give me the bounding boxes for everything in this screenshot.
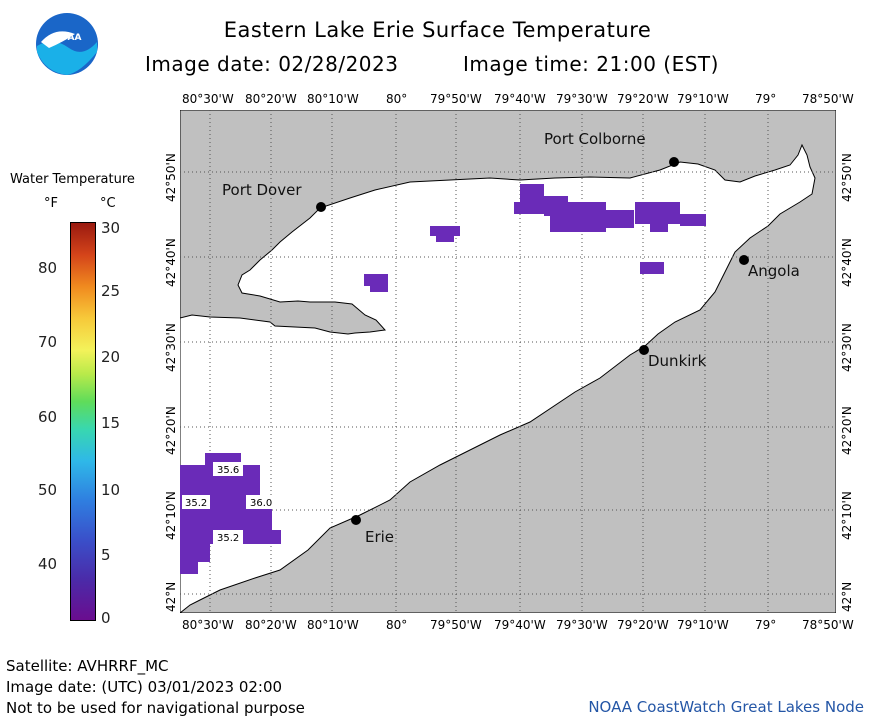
lon-label: 79°20'W bbox=[617, 92, 669, 106]
lat-label: 42°10'N bbox=[164, 491, 178, 540]
lon-label: 80° bbox=[386, 618, 408, 632]
temp-label: 35.6 bbox=[217, 465, 239, 476]
f-tick: 80 bbox=[38, 259, 58, 277]
f-tick: 50 bbox=[38, 481, 58, 499]
angola-marker bbox=[739, 255, 749, 265]
c-tick: 10 bbox=[101, 481, 121, 499]
lon-label: 78°50'W bbox=[802, 92, 854, 106]
lon-label: 79°30'W bbox=[556, 92, 608, 106]
c-tick: 15 bbox=[101, 414, 121, 432]
city-label-angola: Angola bbox=[748, 262, 800, 280]
c-tick: 25 bbox=[101, 282, 121, 300]
lat-label: 42°20'N bbox=[164, 406, 178, 455]
city-label-dunkirk: Dunkirk bbox=[648, 352, 707, 370]
lon-label: 80°20'W bbox=[245, 618, 297, 632]
temperature-labels: 35.6 35.2 36.0 35.2 bbox=[182, 462, 276, 544]
legend-unit-celsius: °C bbox=[100, 196, 116, 211]
port-dover-marker bbox=[316, 202, 326, 212]
lon-label: 80°10'W bbox=[307, 92, 359, 106]
lon-label: 80° bbox=[386, 92, 408, 106]
lon-label: 80°20'W bbox=[245, 92, 297, 106]
f-tick: 40 bbox=[38, 555, 58, 573]
city-label-erie: Erie bbox=[365, 528, 394, 546]
lat-label: 42°30'N bbox=[164, 323, 178, 372]
c-tick: 30 bbox=[101, 219, 121, 237]
city-label-port-dover: Port Dover bbox=[222, 181, 302, 199]
lon-label: 79°40'W bbox=[494, 92, 546, 106]
lon-label: 79°30'W bbox=[556, 618, 608, 632]
noaa-logo: NOAA bbox=[35, 12, 99, 76]
lat-label: 42°40'N bbox=[840, 238, 854, 287]
disclaimer: Not to be used for navigational purpose bbox=[6, 699, 305, 717]
image-time: Image time: 21:00 (EST) bbox=[463, 52, 719, 76]
c-tick: 5 bbox=[101, 546, 111, 564]
lon-label: 80°30'W bbox=[182, 92, 234, 106]
legend-unit-fahrenheit: °F bbox=[44, 196, 58, 211]
lat-label: 42°N bbox=[840, 581, 854, 612]
lat-label: 42°10'N bbox=[840, 491, 854, 540]
lon-label: 79°50'W bbox=[430, 618, 482, 632]
lat-label: 42°20'N bbox=[840, 406, 854, 455]
port-colborne-marker bbox=[669, 157, 679, 167]
city-markers bbox=[316, 157, 749, 525]
lon-label: 80°10'W bbox=[307, 618, 359, 632]
lat-label: 42°50'N bbox=[840, 153, 854, 202]
lon-label: 78°50'W bbox=[802, 618, 854, 632]
noaa-logo-icon: NOAA bbox=[36, 13, 98, 75]
dunkirk-marker bbox=[639, 345, 649, 355]
lat-label: 42°N bbox=[164, 581, 178, 612]
satellite-info: Satellite: AVHRRF_MC bbox=[6, 657, 169, 675]
legend-title: Water Temperature bbox=[10, 172, 135, 187]
map-title: Eastern Lake Erie Surface Temperature bbox=[223, 18, 652, 42]
lon-label: 79° bbox=[755, 618, 777, 632]
lon-label: 79°40'W bbox=[494, 618, 546, 632]
lon-label: 79°10'W bbox=[677, 92, 729, 106]
lon-label: 79°50'W bbox=[430, 92, 482, 106]
f-tick: 70 bbox=[38, 333, 58, 351]
erie-marker bbox=[351, 515, 361, 525]
utc-date: Image date: (UTC) 03/01/2023 02:00 bbox=[6, 678, 283, 696]
temp-label: 36.0 bbox=[250, 498, 272, 509]
lat-label: 42°40'N bbox=[164, 238, 178, 287]
city-labels: Port Colborne Port Dover Angola Dunkirk … bbox=[222, 130, 800, 546]
temp-label: 35.2 bbox=[217, 533, 239, 544]
lon-label: 79°10'W bbox=[677, 618, 729, 632]
credit-text: NOAA CoastWatch Great Lakes Node bbox=[588, 698, 864, 716]
graticule bbox=[180, 110, 836, 613]
temp-label: 35.2 bbox=[185, 498, 207, 509]
temperature-colorbar bbox=[70, 222, 96, 621]
lat-label: 42°30'N bbox=[840, 323, 854, 372]
lon-label: 79° bbox=[755, 92, 777, 106]
c-tick: 20 bbox=[101, 348, 121, 366]
city-label-port-colborne: Port Colborne bbox=[544, 130, 646, 148]
lon-label: 79°20'W bbox=[617, 618, 669, 632]
svg-text:NOAA: NOAA bbox=[53, 33, 82, 43]
c-tick: 0 bbox=[101, 609, 111, 627]
lake-map: 35.6 35.2 36.0 35.2 Port Colborne Port D… bbox=[180, 110, 836, 613]
image-date: Image date: 02/28/2023 bbox=[145, 52, 399, 76]
lon-label: 80°30'W bbox=[182, 618, 234, 632]
lat-label: 42°50'N bbox=[164, 153, 178, 202]
f-tick: 60 bbox=[38, 408, 58, 426]
